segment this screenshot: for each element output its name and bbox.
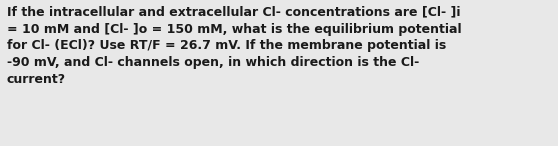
Text: If the intracellular and extracellular Cl- concentrations are [Cl- ]i
= 10 mM an: If the intracellular and extracellular C… [7, 6, 461, 86]
